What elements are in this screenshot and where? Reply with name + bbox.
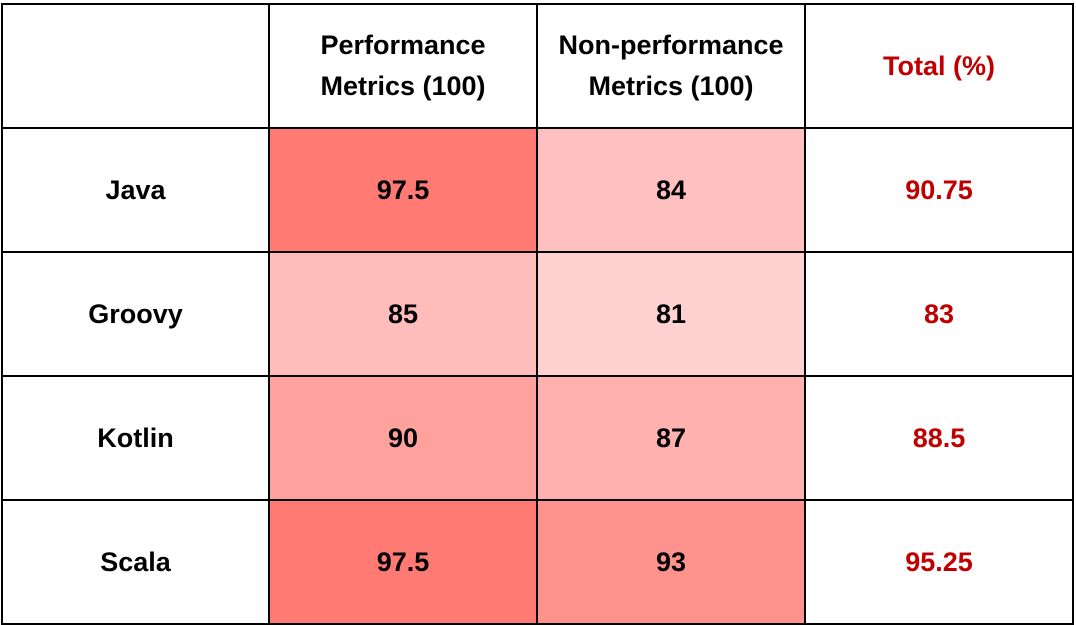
header-non-performance-line-2: Metrics (100) [588, 71, 754, 101]
header-performance: Performance Metrics (100) [268, 3, 538, 129]
row-label-groovy: Groovy [1, 251, 270, 377]
table-row-java: Java 97.5 84 90.75 [1, 127, 1074, 253]
metrics-heatmap-table: Performance Metrics (100) Non-performanc… [1, 3, 1074, 625]
header-performance-line-2: Metrics (100) [320, 71, 486, 101]
header-row: Performance Metrics (100) Non-performanc… [1, 3, 1074, 129]
heat-cell-scala-non-performance: 93 [536, 499, 806, 625]
heat-cell-java-non-performance: 84 [536, 127, 806, 253]
table-row-kotlin: Kotlin 90 87 88.5 [1, 375, 1074, 501]
total-cell-java: 90.75 [804, 127, 1074, 253]
heat-cell-kotlin-non-performance: 87 [536, 375, 806, 501]
header-non-performance: Non-performance Metrics (100) [536, 3, 806, 129]
total-cell-scala: 95.25 [804, 499, 1074, 625]
heat-cell-scala-performance: 97.5 [268, 499, 538, 625]
table-row-scala: Scala 97.5 93 95.25 [1, 499, 1074, 625]
heat-cell-kotlin-performance: 90 [268, 375, 538, 501]
heat-cell-groovy-non-performance: 81 [536, 251, 806, 377]
table-row-groovy: Groovy 85 81 83 [1, 251, 1074, 377]
row-label-scala: Scala [1, 499, 270, 625]
header-non-performance-line-1: Non-performance [558, 30, 784, 60]
heat-cell-java-performance: 97.5 [268, 127, 538, 253]
total-cell-groovy: 83 [804, 251, 1074, 377]
row-label-kotlin: Kotlin [1, 375, 270, 501]
header-total: Total (%) [804, 3, 1074, 129]
heat-cell-groovy-performance: 85 [268, 251, 538, 377]
header-performance-line-1: Performance [320, 30, 486, 60]
row-label-java: Java [1, 127, 270, 253]
header-corner-cell [1, 3, 270, 129]
total-cell-kotlin: 88.5 [804, 375, 1074, 501]
header-total-line-1: Total (%) [883, 50, 995, 81]
